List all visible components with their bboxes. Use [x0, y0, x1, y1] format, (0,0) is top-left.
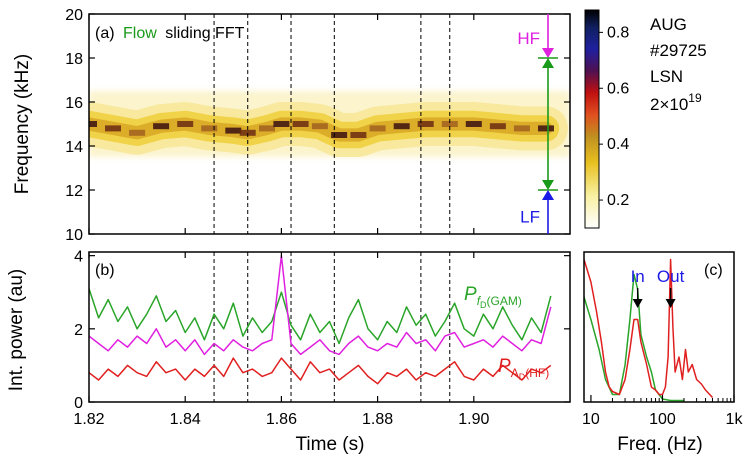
colorbar-tick-label: 0.6	[607, 80, 629, 97]
series-line-2	[89, 357, 552, 385]
heat-cell	[538, 125, 554, 132]
event-lines-a	[213, 14, 451, 234]
hf-arrow-head	[542, 48, 554, 58]
y-tick-label: 16	[65, 95, 83, 112]
annotation-out: Out	[657, 267, 685, 286]
heat-cell	[513, 125, 530, 132]
panel-b-frame	[88, 251, 571, 403]
x-tick-label: 1.88	[362, 411, 393, 428]
panel-a-label: (a)	[95, 25, 115, 42]
heat-cell	[129, 129, 146, 136]
gam-arrow-top	[542, 58, 554, 68]
heat-cell	[273, 121, 290, 127]
info-shot: #29725	[650, 41, 707, 60]
spectrum-line-1	[584, 258, 714, 399]
heat-cell	[331, 132, 348, 138]
colorbar-tick-label: 0.4	[607, 136, 629, 153]
panel-a-ylabel: Frequency (kHz)	[12, 54, 33, 194]
colorbar-ticks: 0.2 0.4 0.6 0.8	[599, 24, 629, 209]
panel-c-annotations: In Out	[631, 267, 685, 308]
heat-cell	[393, 123, 410, 130]
panel-c: 10 100 1k Freq. (Hz) (c) In Out	[582, 251, 743, 455]
annotation-arrow-head	[665, 299, 676, 308]
band-annotations: HF LF	[517, 14, 558, 234]
lf-label: LF	[520, 207, 540, 226]
y-tick-label: 14	[65, 139, 83, 156]
heat-cell	[369, 125, 386, 132]
info-device: AUG	[650, 15, 687, 34]
power-series	[89, 254, 552, 385]
heat-cell	[259, 125, 275, 132]
panel-b-y-ticks: 0 2 4	[74, 249, 570, 412]
heat-cell	[465, 121, 482, 127]
heat-cell	[441, 121, 458, 127]
colorbar-tick-label: 0.8	[607, 24, 629, 41]
y-tick-label: 0	[74, 395, 83, 412]
y-tick-label: 12	[65, 183, 83, 200]
panel-b-ylabel: Int. power (au)	[6, 269, 27, 392]
info-density: 2×1019	[650, 91, 702, 114]
panel-b-x-ticks: 1.82 1.84 1.86 1.88 1.90	[73, 252, 489, 428]
panel-b-label: (b)	[95, 262, 115, 279]
heat-cell	[417, 121, 434, 127]
y-tick-label: 10	[65, 227, 83, 244]
heat-cell	[89, 121, 97, 127]
y-tick-label: 2	[74, 322, 83, 339]
spectrogram-heatmap	[89, 91, 570, 157]
x-tick-label: 1.84	[170, 411, 201, 428]
x-tick-label: 10	[582, 411, 600, 428]
panel-c-x-ticks: 10 100 1k	[582, 395, 743, 428]
x-tick-label: 100	[649, 411, 676, 428]
title-flow-word: Flow	[123, 25, 157, 42]
panel-a: 10 12 14 16 18 20 Frequency (kHz) (a) Flow sl…	[12, 7, 571, 244]
legend-hf: PAD(HF)	[498, 356, 549, 382]
y-tick-label: 18	[65, 51, 83, 68]
title-sliding-fft: sliding FFT	[165, 25, 244, 42]
ridge-band-2	[89, 117, 553, 142]
lf-arrow-head	[542, 190, 554, 200]
hf-label: HF	[517, 29, 540, 48]
y-tick-label: 4	[74, 249, 83, 266]
x-tick-label: 1k	[726, 411, 744, 428]
heat-cell	[239, 129, 256, 136]
panel-a-y-ticks: 10 12 14 16 18 20	[65, 7, 570, 244]
x-tick-label: 1.82	[73, 411, 104, 428]
heat-cell	[177, 121, 194, 127]
x-tick-label: 1.86	[266, 411, 297, 428]
legend-gam: PfD(GAM)	[464, 284, 522, 310]
spectrum-series	[584, 258, 714, 402]
panel-b-xlabel: Time (s)	[296, 434, 365, 455]
info-config: LSN	[650, 67, 683, 86]
heat-cell	[489, 123, 506, 130]
annotation-arrow-head	[632, 299, 643, 308]
shot-info: AUG #29725 LSN 2×1019	[650, 15, 707, 114]
heat-cell	[153, 123, 170, 130]
gam-arrow-bottom	[542, 180, 554, 190]
heat-cell	[201, 125, 218, 132]
colorbar-tick-label: 0.2	[607, 192, 629, 209]
heat-cell	[225, 127, 242, 134]
y-tick-label: 20	[65, 7, 83, 24]
x-tick-label: 1.90	[458, 411, 489, 428]
panel-c-xlabel: Freq. (Hz)	[617, 434, 703, 455]
colorbar: 0.2 0.4 0.6 0.8	[584, 9, 629, 229]
series-line-0	[89, 288, 552, 345]
panel-c-label: (c)	[704, 262, 723, 279]
heat-cell	[350, 132, 367, 138]
panel-b: 0 2 4 1.82 1.84 1.86 1.88 1.90 Int. power (au)…	[6, 249, 571, 455]
panel-a-frame	[88, 13, 571, 235]
annotation-in: In	[631, 267, 645, 286]
colorbar-gradient	[584, 9, 600, 229]
heat-cell	[105, 125, 121, 132]
series-line-1	[89, 254, 552, 356]
heat-cell	[292, 121, 309, 127]
event-lines-b	[213, 252, 451, 402]
panel-a-title: (a) Flow sliding FFT	[95, 25, 245, 42]
heat-cell	[311, 123, 328, 130]
